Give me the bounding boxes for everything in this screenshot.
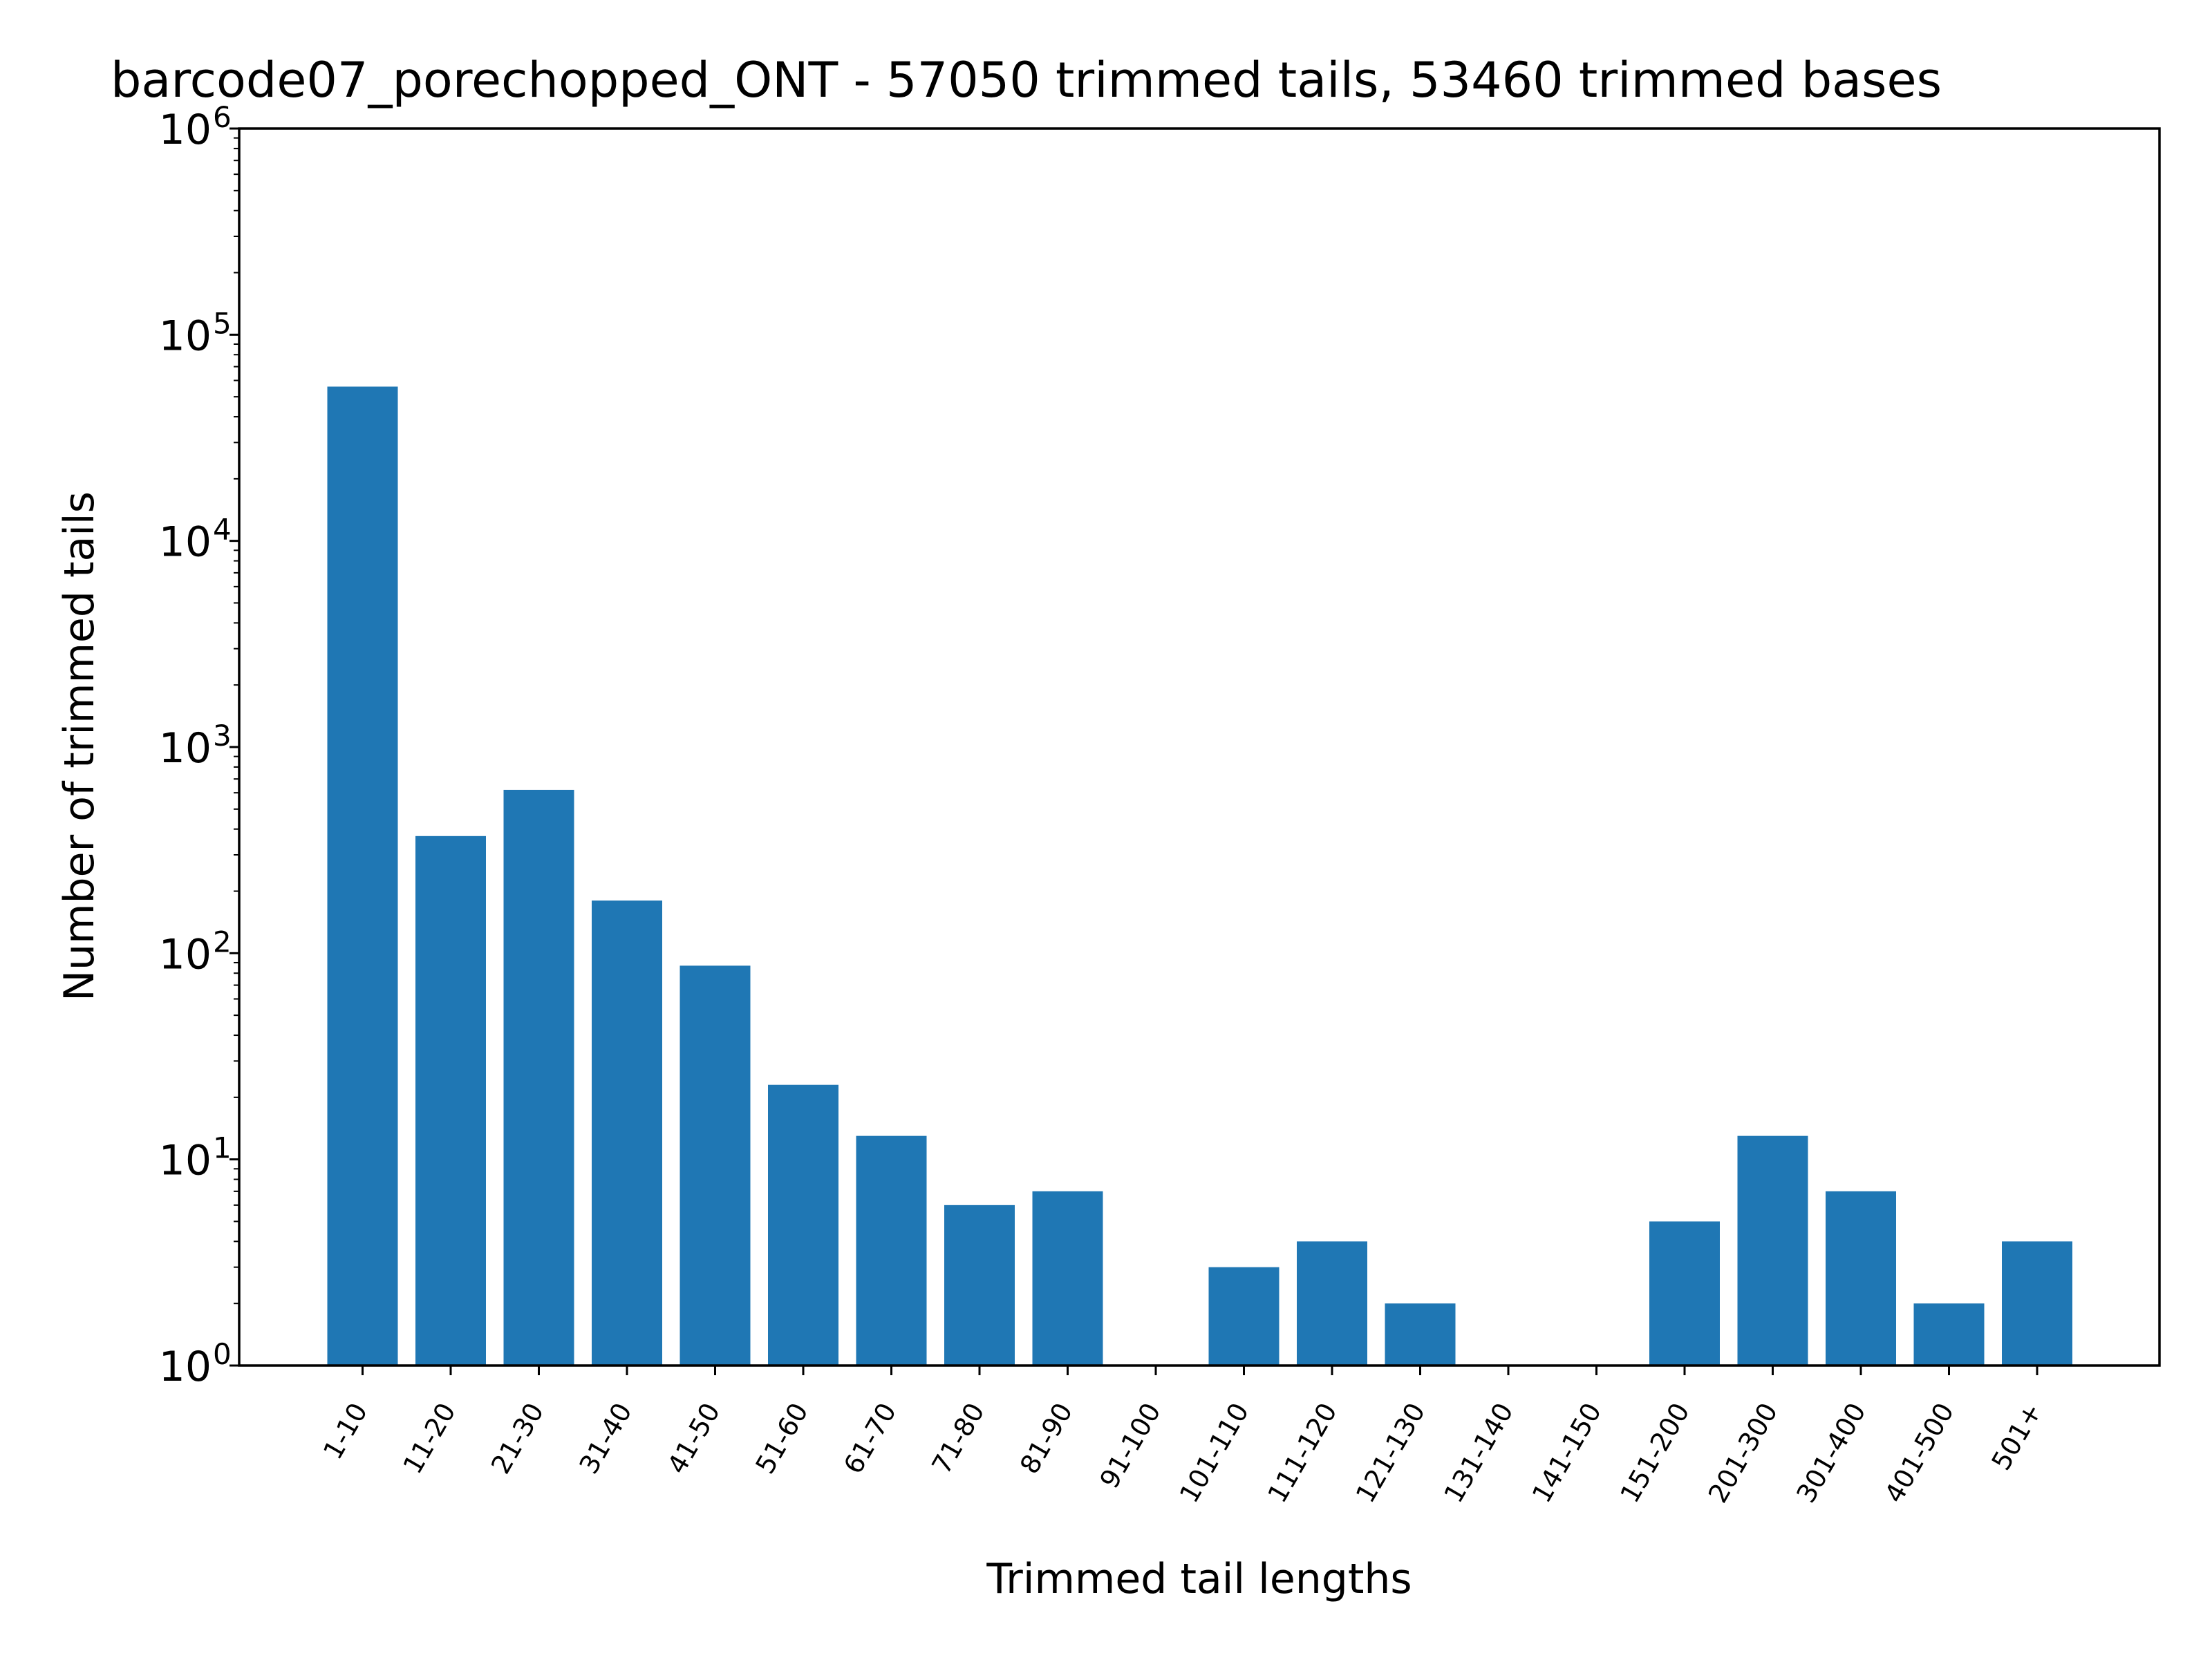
x-tick-label: 1-10	[317, 1398, 373, 1465]
bar-21-30	[503, 789, 574, 1366]
x-tick-label: 21-30	[485, 1398, 550, 1480]
x-tick-label: 401-500	[1879, 1398, 1960, 1509]
bar-61-70	[856, 1135, 927, 1366]
y-tick-exponent: 5	[213, 306, 232, 340]
y-tick-exponent: 0	[213, 1337, 232, 1371]
x-axis-ticks: 1-10 11-20 21-30 31-40 41-50 51-60 61-70 71-80 8…	[317, 1366, 2048, 1508]
x-tick-label: 151-200	[1614, 1398, 1695, 1509]
x-tick-label: 71-80	[926, 1398, 990, 1480]
x-tick-label: 41-50	[662, 1398, 726, 1480]
y-tick-label: 10	[159, 106, 212, 154]
plot-area-frame	[238, 127, 2161, 1367]
bar-101-110	[1208, 1267, 1280, 1366]
x-tick-label: 501+	[1986, 1398, 2048, 1475]
y-tick-label: 10	[159, 724, 212, 773]
x-tick-label: 111-120	[1262, 1398, 1342, 1509]
y-tick-label: 10	[159, 1343, 212, 1391]
x-tick-label: 51-60	[749, 1398, 814, 1480]
y-tick-label: 10	[159, 518, 212, 567]
bar-111-120	[1297, 1241, 1367, 1366]
bar-41-50	[679, 965, 751, 1366]
x-tick-label: 201-300	[1703, 1398, 1783, 1509]
x-tick-label: 11-20	[397, 1398, 461, 1480]
x-tick-label: 81-90	[1014, 1398, 1078, 1480]
bar-121-130	[1385, 1303, 1456, 1366]
y-tick-label: 10	[159, 312, 212, 360]
bar-1-10	[327, 386, 398, 1366]
x-tick-label: 31-40	[573, 1398, 637, 1480]
bar-301-400	[1826, 1191, 1896, 1366]
y-tick-label: 10	[159, 930, 212, 979]
bar-51-60	[768, 1084, 838, 1366]
x-tick-label: 101-110	[1174, 1398, 1255, 1509]
bar-201-300	[1737, 1135, 1808, 1366]
y-tick-exponent: 3	[213, 719, 232, 753]
bar-401-500	[1913, 1303, 1985, 1366]
x-tick-label: 131-140	[1438, 1398, 1519, 1509]
y-tick-exponent: 4	[213, 513, 232, 547]
chart-title: barcode07_porechopped_ONT - 57050 trimme…	[111, 52, 1942, 108]
y-tick-exponent: 2	[213, 925, 232, 959]
bar-501+	[2002, 1241, 2072, 1366]
x-tick-label: 141-150	[1526, 1398, 1607, 1509]
y-tick-exponent: 1	[213, 1131, 232, 1165]
x-tick-label: 91-100	[1094, 1398, 1166, 1494]
bar-71-80	[944, 1205, 1015, 1366]
y-axis-label: Number of trimmed tails	[55, 491, 104, 1001]
x-tick-label: 61-70	[838, 1398, 902, 1480]
x-axis-label: Trimmed tail lengths	[986, 1555, 1412, 1603]
bars-group	[327, 386, 2072, 1366]
x-tick-label: 301-400	[1790, 1398, 1871, 1509]
bar-151-200	[1649, 1221, 1720, 1366]
bar-81-90	[1032, 1191, 1103, 1366]
x-tick-label: 121-130	[1350, 1398, 1431, 1509]
y-tick-exponent: 6	[213, 100, 232, 134]
y-tick-label: 10	[159, 1137, 212, 1185]
bar-11-20	[415, 835, 486, 1366]
bar-31-40	[592, 900, 662, 1366]
